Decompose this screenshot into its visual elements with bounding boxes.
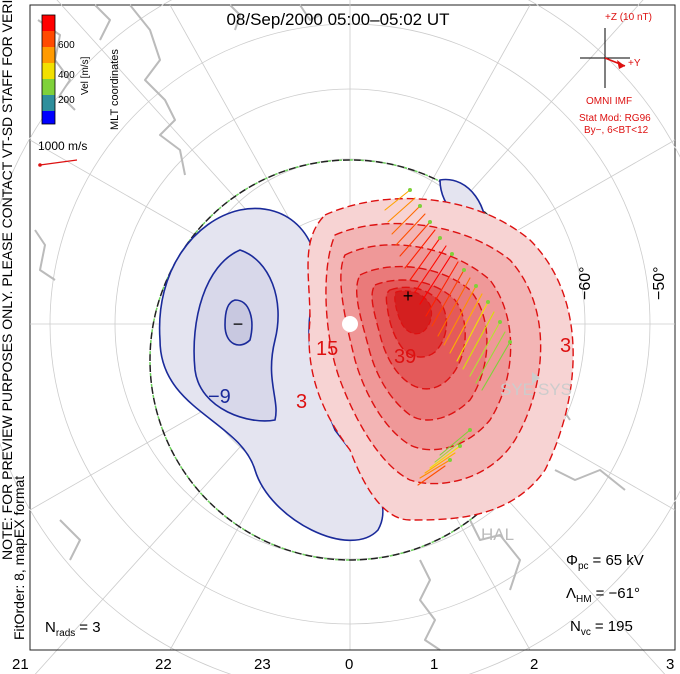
colorbar-tick-600: 600	[58, 40, 75, 51]
imf-dial: +Z (10 nT) +Y OMNI IMF Stat Mod: RG96 By…	[579, 12, 652, 136]
nrads-sub: rads	[56, 628, 75, 639]
contour-label-3b: 3	[560, 335, 571, 357]
lat-label-60: −60°	[577, 266, 594, 300]
scale-vector-label: 1000 m/s	[38, 139, 87, 153]
svg-text:Nrads= 3: Nrads = 3	[45, 619, 101, 639]
mlt-axis: 21 22 23 0 1 2 3	[12, 649, 675, 673]
preview-note: NOTE: FOR PREVIEW PURPOSES ONLY. PLEASE …	[0, 0, 15, 560]
nrads-value: = 3	[79, 619, 100, 636]
magnetic-pole-dot	[342, 316, 358, 332]
imf-stat-mod: Stat Mod: RG96	[579, 113, 651, 124]
lambda-symbol: Λ	[566, 585, 576, 602]
negative-potential-cell	[158, 178, 487, 542]
nvc-symbol: N	[570, 618, 581, 635]
nvc-value: = 195	[595, 618, 633, 635]
colorbar-tick-400: 400	[58, 70, 75, 81]
velocity-vectors	[384, 189, 511, 486]
imf-source: OMNI IMF	[586, 96, 632, 107]
mlt-coordinates-label: MLT coordinates	[109, 49, 121, 130]
lambda-sub: HM	[576, 594, 592, 605]
contour-label-3a: 3	[296, 391, 307, 413]
page-title: 08/Sep/2000 05:00–05:02 UT	[226, 10, 449, 29]
potential-min-marker: −	[233, 314, 244, 334]
station-marker	[532, 372, 540, 384]
imf-condition: By−, 6<BT<12	[584, 125, 649, 136]
mlt-tick-23: 23	[254, 656, 271, 673]
station-sye: SYE	[500, 380, 534, 399]
svg-text:Nvc= 195: Nvc = 195	[570, 618, 633, 638]
contour-label-39: 39	[394, 346, 416, 368]
contour-label-neg9: −9	[208, 386, 231, 408]
potential-max-marker: +	[403, 286, 414, 306]
lambda-value: = −61°	[596, 585, 640, 602]
scale-vector-dot	[38, 163, 42, 167]
station-hal: HAL	[481, 525, 514, 544]
mlt-tick-2: 2	[530, 656, 538, 673]
scale-vector-arrow	[39, 159, 78, 166]
contour-label-15: 15	[316, 338, 338, 360]
mlt-tick-3: 3	[666, 656, 674, 673]
mlt-tick-21: 21	[12, 656, 29, 673]
svg-text:Φpc= 65 kV: Φpc = 65 kV	[566, 552, 644, 572]
map-statistics: Φpc = 65 kV ΛHM = −61° Nvc = 195 Nrads = 3	[45, 552, 644, 639]
hm-boundary-vectors	[149, 159, 551, 561]
mlt-tick-0: 0	[345, 656, 353, 673]
fitorder-note: FitOrder: 8, mapEX format	[11, 476, 27, 640]
velocity-color-scale: 600 400 200 Vel [m/s]	[41, 14, 91, 125]
colorbar-label: Vel [m/s]	[80, 56, 91, 95]
station-sys: SYS	[538, 380, 572, 399]
nrads-symbol: N	[45, 619, 56, 636]
positive-potential-cell	[307, 197, 574, 521]
phi-value: = 65 kV	[593, 552, 644, 569]
vector-origin-dots	[408, 188, 512, 462]
colorbar-tick-200: 200	[58, 95, 75, 106]
mlt-tick-1: 1	[430, 656, 438, 673]
phi-sub: pc	[578, 561, 589, 572]
phi-symbol: Φ	[566, 552, 578, 569]
imf-z-label: +Z (10 nT)	[605, 12, 652, 23]
lat-label-50: −50°	[651, 266, 668, 300]
nvc-sub: vc	[581, 627, 591, 638]
svg-text:ΛHM= −61°: ΛHM = −61°	[566, 585, 640, 605]
mlt-tick-22: 22	[155, 656, 172, 673]
imf-y-label: +Y	[628, 58, 641, 69]
